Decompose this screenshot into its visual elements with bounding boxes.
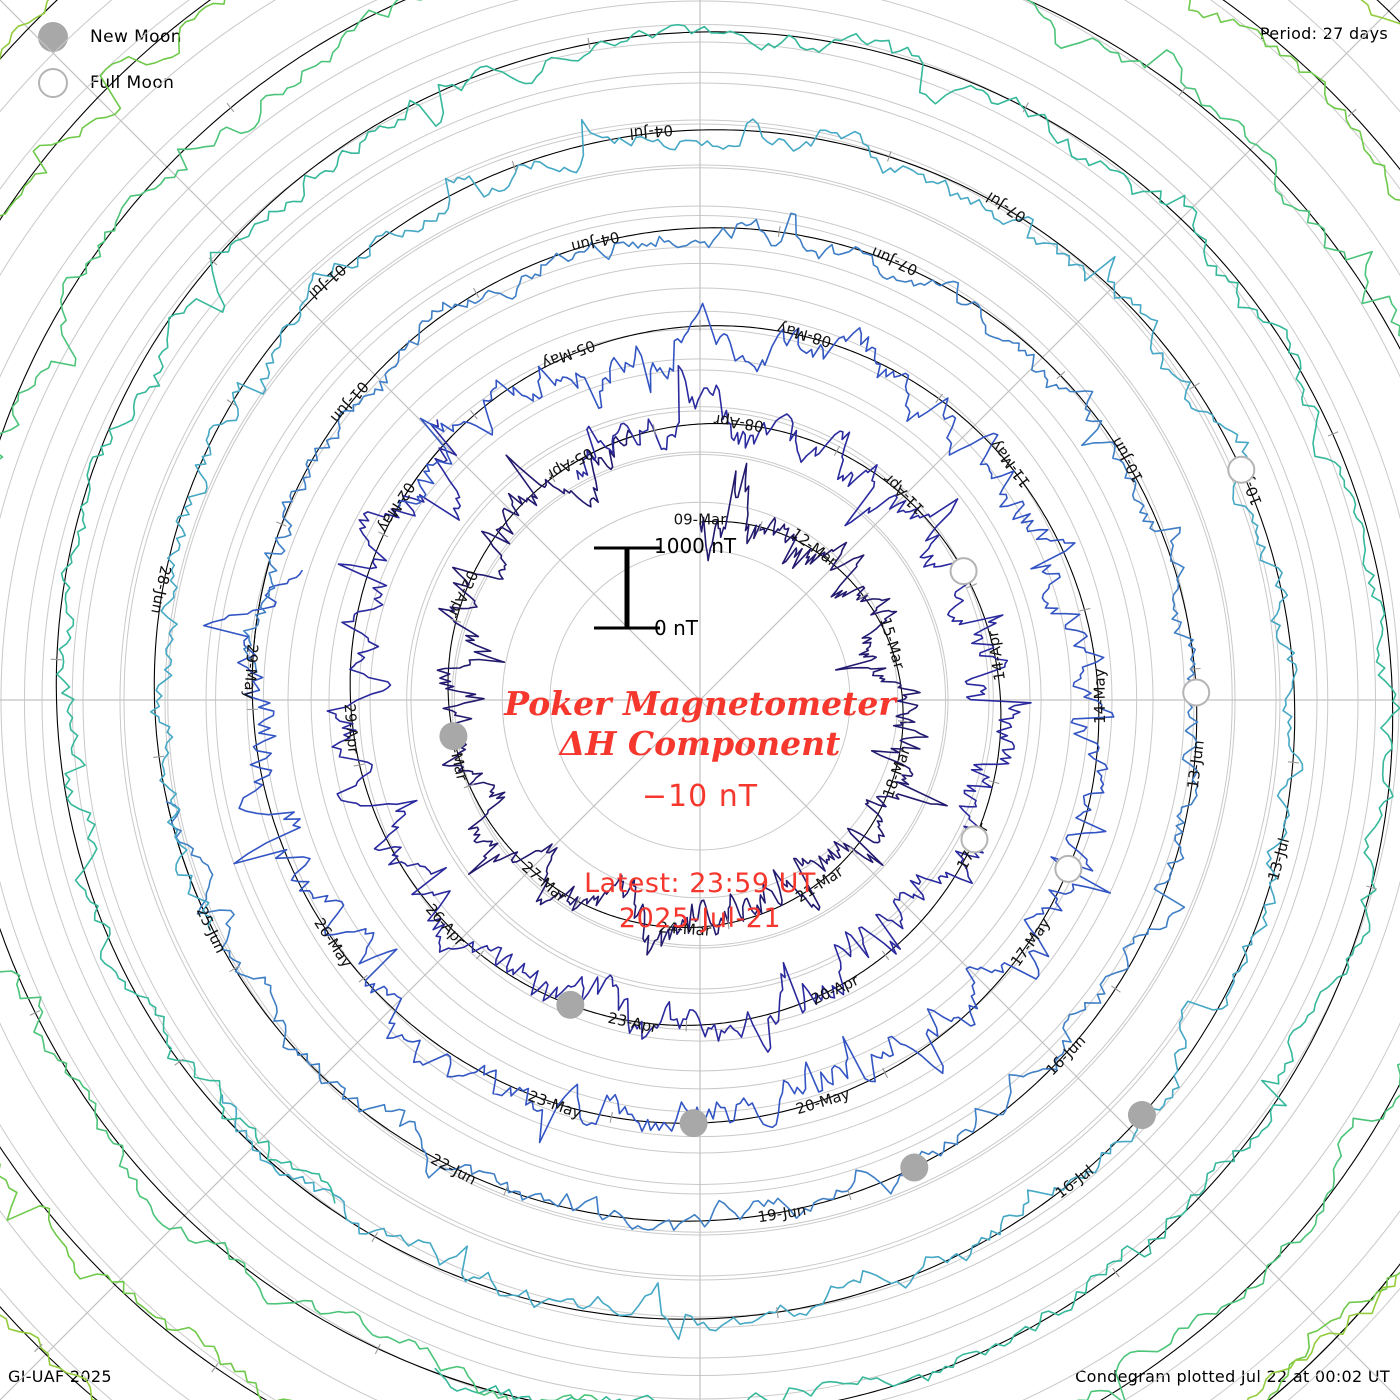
date-label: 04-Jul [629,121,674,143]
trace-loop-5 [56,23,1400,1400]
date-label: 16-Jun [1042,1032,1089,1080]
date-label: 08-Apr [712,410,765,435]
date-label: 13-Jul [1264,836,1293,883]
period-annotation: Period: 27 days [1259,24,1388,43]
date-label: 07-Jul [983,188,1029,226]
date-label: 08-May [775,319,833,352]
date-label: 13-Jun [1184,739,1208,790]
moon-phase-markers [439,455,1256,1182]
credit-annotation: GI-UAF 2025 [8,1367,112,1386]
new-moon-marker [439,722,468,751]
date-label: 28-Jun [147,564,174,615]
date-label: 26-Apr [422,900,469,950]
date-label: 15-Mar [876,615,908,672]
legend-item-full-moon: Full Moon [26,60,366,106]
full-moon-marker [949,557,978,586]
date-label: 20-Apr [809,971,863,1009]
date-label: 27-Mar [518,858,570,907]
date-label: 29-May [240,643,261,700]
full-moon-marker [1054,854,1083,883]
date-label: 21-Mar [792,862,847,906]
plotted-timestamp-annotation: Condegram plotted Jul 22 at 00:02 UT [1075,1367,1390,1386]
date-label: 16-Jul [1052,1161,1097,1202]
date-label: 14-May [1091,668,1109,724]
legend-item-new-moon: New Moon [26,14,366,60]
new-moon-icon [38,22,68,52]
full-moon-marker [960,825,989,854]
new-moon-marker [1127,1101,1156,1130]
new-moon-marker [900,1153,929,1182]
date-label: 25-Jun [193,904,230,956]
legend-label-new-moon: New Moon [90,27,182,47]
moon-phase-legend: New Moon Full Moon [26,14,366,106]
date-label: 29-Apr [341,703,363,755]
date-label: 23-Apr [606,1009,660,1037]
trace-loop-4 [149,118,1304,1341]
new-moon-marker [679,1109,708,1138]
trace-loop-2 [203,302,1115,1144]
full-moon-marker [1227,455,1256,484]
full-moon-icon [38,68,68,98]
new-moon-marker [556,990,585,1019]
date-label: 09-Mar [674,511,728,529]
date-label: 23-May [526,1087,584,1123]
full-moon-marker [1182,678,1211,707]
legend-label-full-moon: Full Moon [90,73,175,93]
trace-loop-1 [326,364,1032,1053]
date-label: 22-Jun [428,1150,480,1189]
date-label: 07-Jun [868,243,920,279]
date-label: 24-Mar [658,918,713,940]
date-labels: 09-Mar12-Mar15-Mar18-Mar21-Mar24-Mar27-M… [147,121,1293,1226]
date-label: 11-May [986,436,1034,491]
date-label: 10-Jun [1107,434,1147,485]
date-label: 17-May [1007,914,1054,970]
